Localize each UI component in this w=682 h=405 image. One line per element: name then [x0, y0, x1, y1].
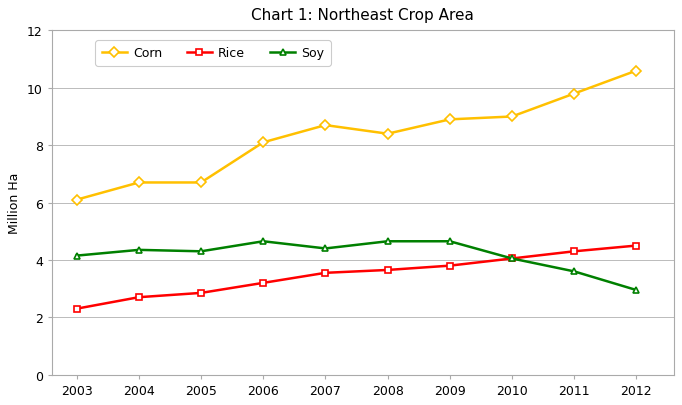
Rice	[383, 268, 391, 273]
Corn	[383, 132, 391, 137]
Line: Corn: Corn	[73, 68, 640, 204]
Soy	[135, 248, 143, 253]
Rice	[72, 307, 80, 311]
Rice	[632, 243, 640, 248]
Soy	[446, 239, 454, 244]
Soy	[321, 246, 329, 251]
Soy	[570, 269, 578, 274]
Corn	[632, 69, 640, 74]
Corn	[197, 181, 205, 185]
Legend: Corn, Rice, Soy: Corn, Rice, Soy	[95, 41, 331, 66]
Corn	[72, 198, 80, 202]
Rice	[259, 281, 267, 286]
Soy	[383, 239, 391, 244]
Corn	[321, 124, 329, 128]
Soy	[632, 288, 640, 293]
Soy	[508, 256, 516, 261]
Line: Soy: Soy	[73, 238, 640, 294]
Corn	[259, 141, 267, 145]
Title: Chart 1: Northeast Crop Area: Chart 1: Northeast Crop Area	[251, 9, 474, 23]
Y-axis label: Million Ha: Million Ha	[8, 173, 21, 234]
Rice	[508, 256, 516, 261]
Line: Rice: Rice	[73, 243, 640, 312]
Rice	[570, 249, 578, 254]
Rice	[321, 271, 329, 275]
Rice	[135, 295, 143, 300]
Soy	[197, 249, 205, 254]
Rice	[446, 264, 454, 269]
Soy	[72, 254, 80, 258]
Corn	[135, 181, 143, 185]
Corn	[570, 92, 578, 97]
Rice	[197, 291, 205, 296]
Corn	[446, 117, 454, 122]
Soy	[259, 239, 267, 244]
Corn	[508, 115, 516, 119]
